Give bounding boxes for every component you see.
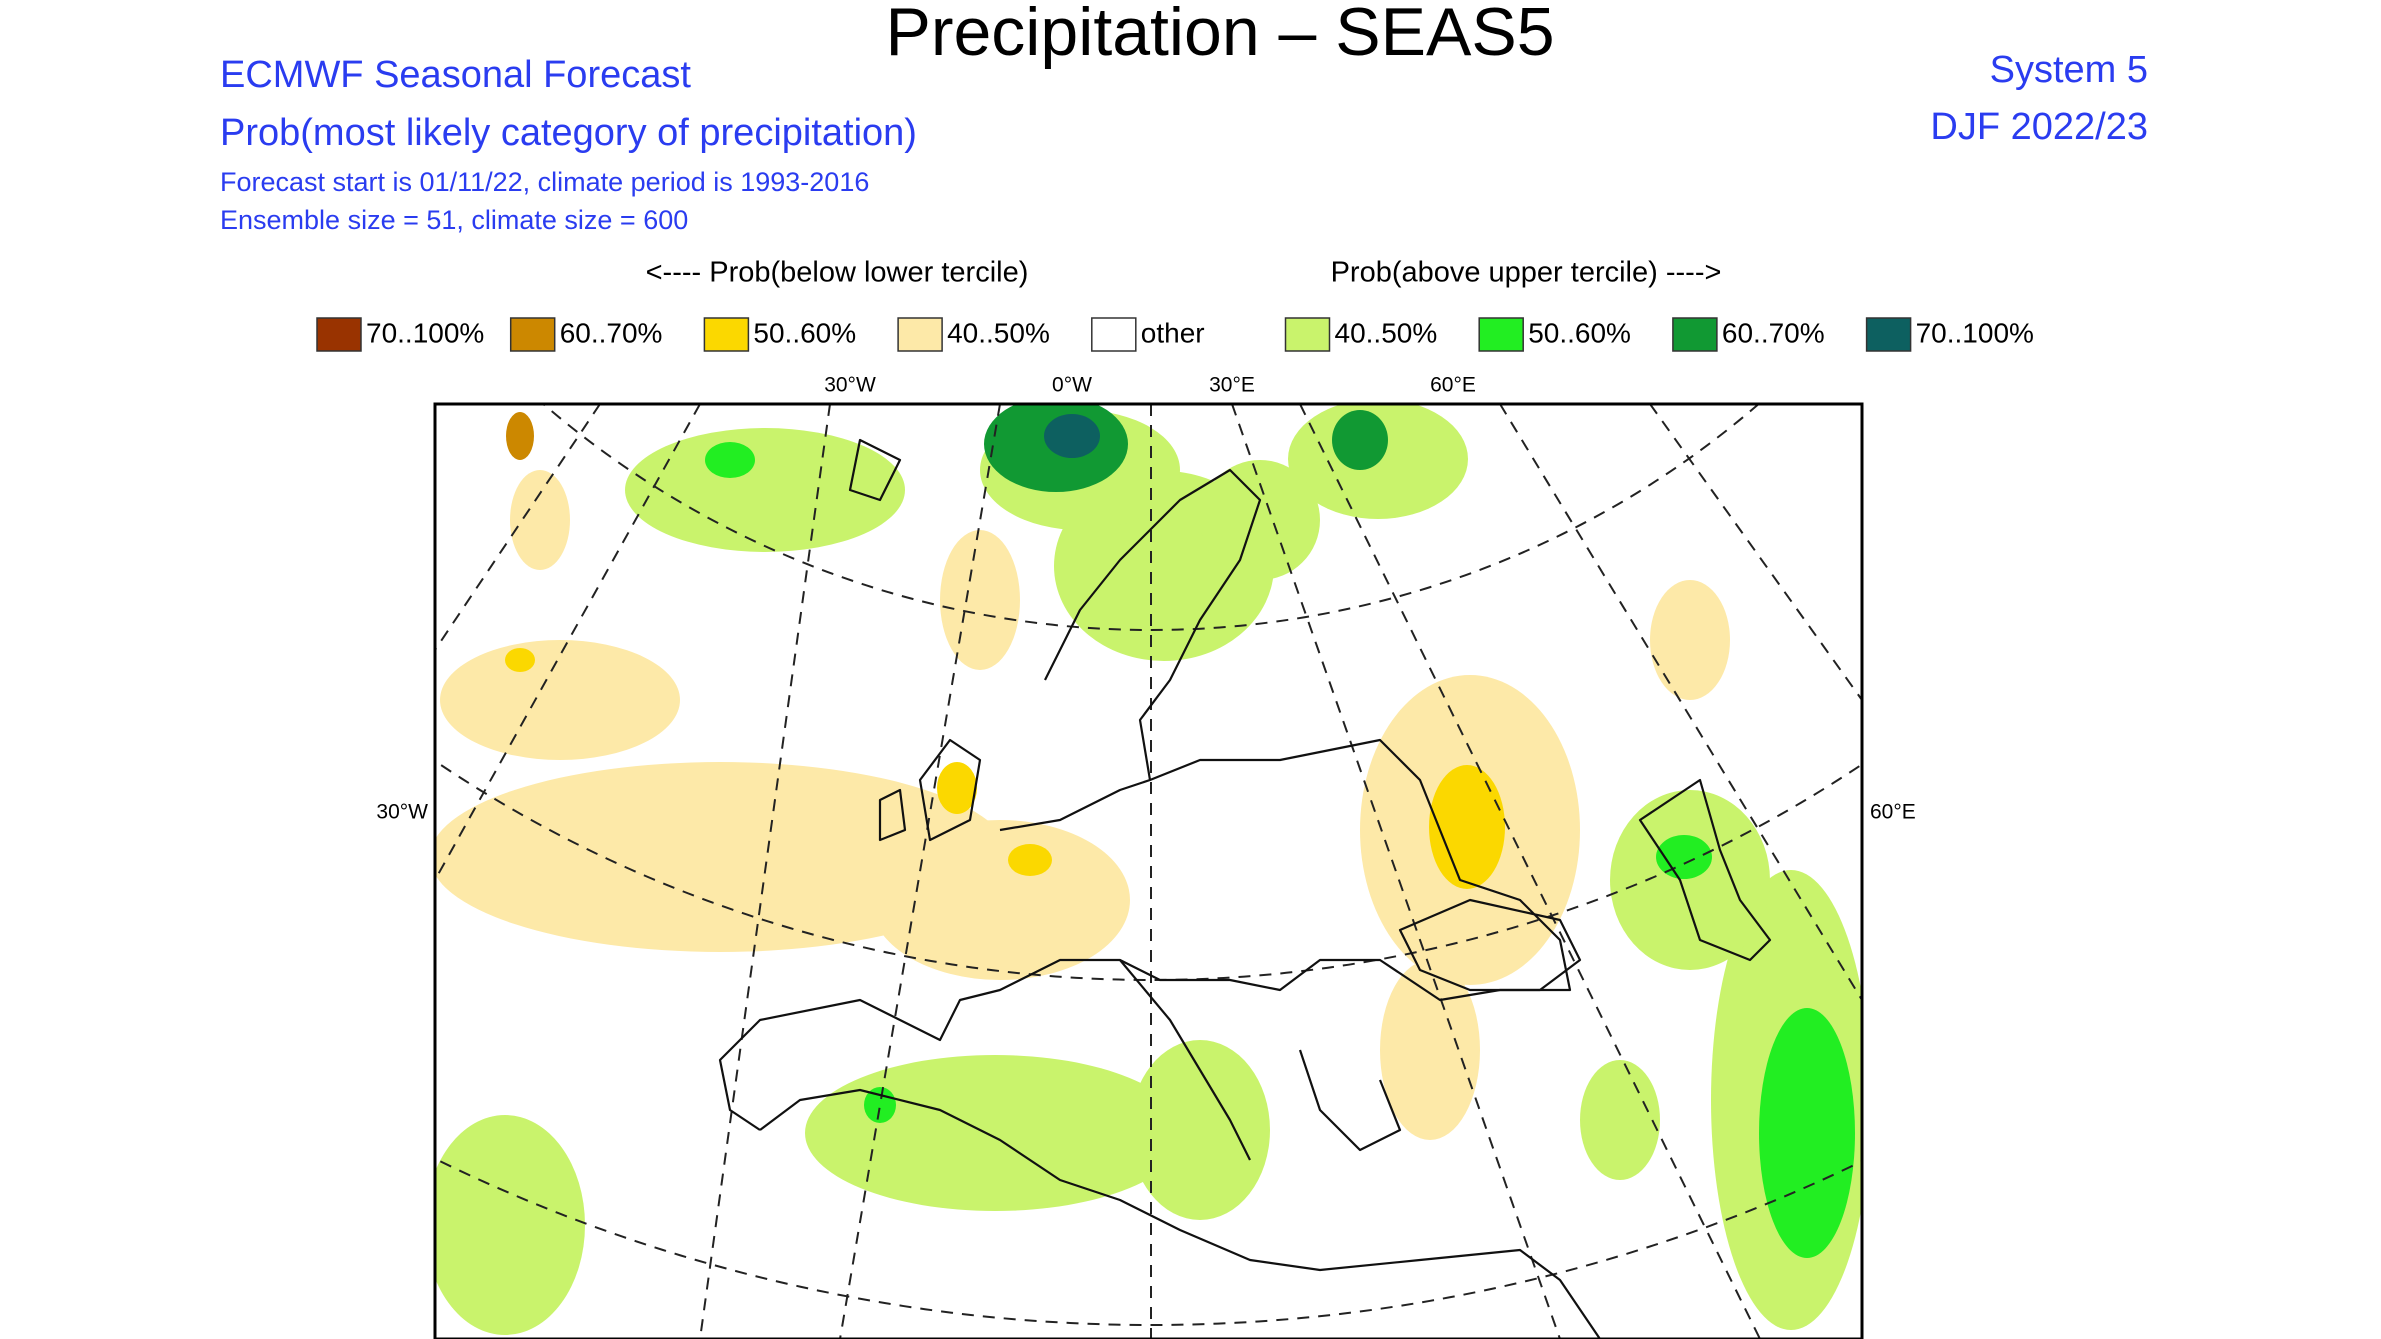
legend-swatch <box>509 317 556 352</box>
lon-label: 30°E <box>1209 374 1255 397</box>
lon-label: 30°W <box>824 374 876 397</box>
legend-label: 70..100% <box>1916 317 2034 348</box>
legend-caption: <---- Prob(below lower tercile) <box>646 257 1029 289</box>
system-label: System 5 <box>1990 49 2148 91</box>
title: Precipitation – SEAS5 <box>885 0 1554 70</box>
legend-swatch <box>703 317 750 352</box>
map-labels: 30°W 0°W 30°E 60°E 30°W 60°E <box>376 374 1915 824</box>
lon-label: 60°E <box>1870 801 1916 824</box>
header-line: Forecast start is 01/11/22, climate peri… <box>220 167 869 197</box>
legend-swatch <box>1284 317 1331 352</box>
legend-label: 50..60% <box>1528 317 1631 348</box>
legend-caption: Prob(above upper tercile) ----> <box>1331 257 1722 289</box>
legend-swatch <box>1478 317 1524 352</box>
legend-swatch <box>1672 317 1718 352</box>
legend-label: 70..100% <box>366 317 484 348</box>
map-frame <box>433 402 1864 1339</box>
legend-label: 60..70% <box>560 317 663 348</box>
legend-label: 50..60% <box>753 317 856 348</box>
legend-label: 40..50% <box>1335 317 1438 348</box>
lon-label: 30°W <box>376 801 428 824</box>
legend-swatch <box>897 317 943 352</box>
legend-swatch <box>1865 317 1912 352</box>
header-line: ECMWF Seasonal Forecast <box>220 54 691 96</box>
lon-label: 0°W <box>1052 374 1092 397</box>
legend: 70..100% 60..70% 50..60% 40..50% other 40..50… <box>316 317 2034 352</box>
season-label: DJF 2022/23 <box>1930 106 2148 148</box>
header-line: Prob(most likely category of precipitati… <box>220 112 917 154</box>
legend-swatch <box>316 317 362 352</box>
legend-label: 60..70% <box>1722 317 1825 348</box>
legend-label: 40..50% <box>947 317 1050 348</box>
lon-label: 60°E <box>1430 374 1476 397</box>
legend-label: other <box>1141 317 1205 348</box>
header-line: Ensemble size = 51, climate size = 600 <box>220 205 688 235</box>
legend-swatch <box>1091 317 1137 352</box>
